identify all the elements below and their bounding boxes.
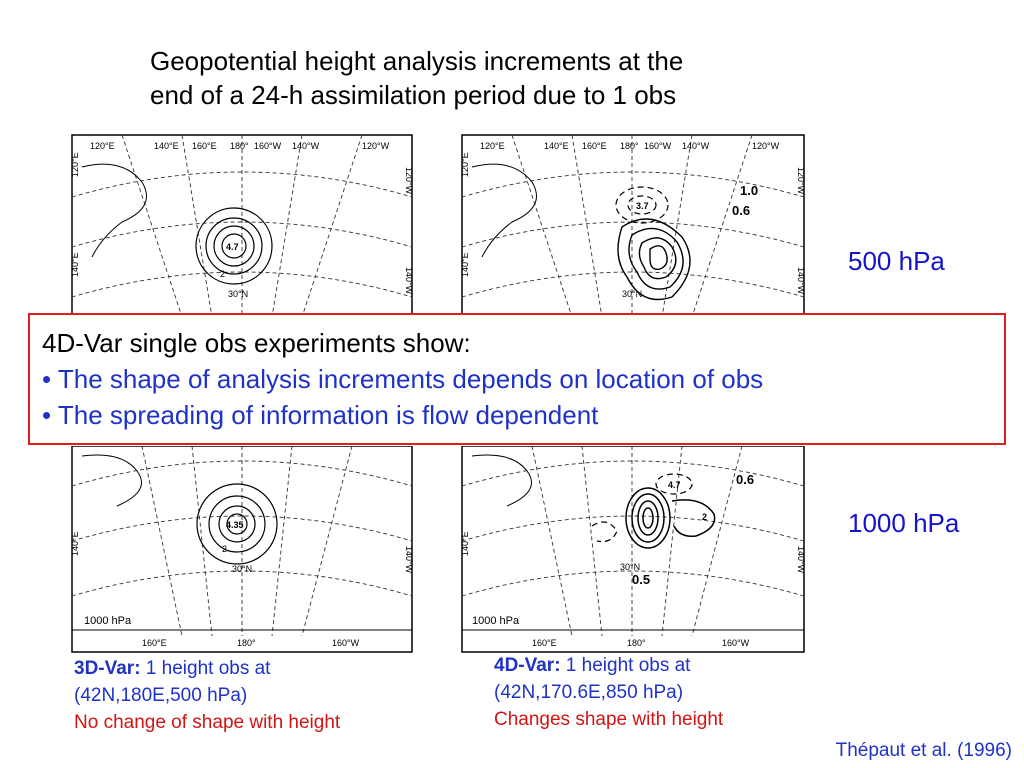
lon-label: 160°W <box>644 141 672 151</box>
reference-citation: Thépaut et al. (1996) <box>835 740 1012 761</box>
lat-side-label: 140°W <box>796 267 806 295</box>
caption-3dvar: 3D-Var: 1 height obs at (42N,180E,500 hP… <box>74 655 340 736</box>
map-4dvar-1000: 4.7 2 0.6 0.5 30°N 140°E 140°W 1000 hPa … <box>452 446 814 654</box>
level-label-500: 500 hPa <box>848 246 945 276</box>
lat-side-label: 140°W <box>796 546 806 574</box>
slide-title: Geopotential height analysis increments … <box>150 44 910 112</box>
lat-side-label: 120°E <box>70 152 80 177</box>
caption-note: No change of shape with height <box>74 712 341 733</box>
lon-label: 160°W <box>254 141 282 151</box>
map-3dvar-500: 4.7 2 30°N 120°E 140°E 160°E 180° 160°W … <box>62 127 422 317</box>
title-line-2: end of a 24-h assimilation period due to… <box>150 80 677 110</box>
lon-label: 120°E <box>90 141 115 151</box>
lon-label: 160°W <box>722 638 750 648</box>
title-line-1: Geopotential height analysis increments … <box>150 46 684 76</box>
lon-label: 120°W <box>362 141 390 151</box>
map-value: 2 <box>702 512 707 522</box>
lat-side-label: 140°E <box>70 531 80 556</box>
lon-label: 140°E <box>544 141 569 151</box>
lat-side-label: 120°W <box>404 167 414 195</box>
caption-4dvar: 4D-Var: 1 height obs at (42N,170.6E,850 … <box>494 652 723 733</box>
lat-side-label: 140°E <box>460 531 470 556</box>
lat-side-label: 120°W <box>796 167 806 195</box>
map-value: 1.0 <box>740 183 758 198</box>
caption-method: 3D-Var: <box>74 658 141 679</box>
lon-label: 180° <box>627 638 646 648</box>
map-value: 4.7 <box>668 480 681 490</box>
map-value-outer: 2 <box>222 544 227 554</box>
lat-side-label: 120°E <box>460 152 470 177</box>
callout-bullet-2: • The spreading of information is flow d… <box>42 400 599 430</box>
panel-level-label: 1000 hPa <box>84 615 132 627</box>
map-3dvar-1000: 4.35 2 30°N 140°E 140°W 1000 hPa 160°E 1… <box>62 446 422 654</box>
caption-text: 1 height obs at <box>560 655 691 676</box>
lat-label: 30°N <box>622 289 642 299</box>
lon-label: 180° <box>230 141 249 151</box>
callout-box: 4D-Var single obs experiments show: • Th… <box>28 313 1006 445</box>
lon-label: 160°E <box>142 638 167 648</box>
lat-label: 30°N <box>232 564 252 574</box>
lon-label: 120°E <box>480 141 505 151</box>
lon-label: 120°W <box>752 141 780 151</box>
lon-label: 160°E <box>192 141 217 151</box>
map-4dvar-500: 3.7 1.0 0.6 30°N 120°E 140°E 160°E 180° … <box>452 127 814 317</box>
callout-heading: 4D-Var single obs experiments show: <box>42 328 471 358</box>
callout-bullet-1: • The shape of analysis increments depen… <box>42 364 764 394</box>
level-label-1000: 1000 hPa <box>848 508 960 538</box>
lon-label: 160°W <box>332 638 360 648</box>
lon-label: 180° <box>237 638 256 648</box>
lat-side-label: 140°E <box>460 252 470 277</box>
map-value-outer: 2 <box>220 269 225 279</box>
lat-side-label: 140°E <box>70 252 80 277</box>
caption-coords: (42N,180E,500 hPa) <box>74 685 248 706</box>
caption-text: 1 height obs at <box>140 658 271 679</box>
lat-side-label: 140°W <box>404 267 414 295</box>
caption-coords: (42N,170.6E,850 hPa) <box>494 682 684 703</box>
lat-label: 30°N <box>620 562 640 572</box>
lat-label: 30°N <box>228 289 248 299</box>
lon-label: 140°E <box>154 141 179 151</box>
lon-label: 160°E <box>532 638 557 648</box>
lon-label: 140°W <box>682 141 710 151</box>
map-value: 0.5 <box>632 572 650 587</box>
lat-side-label: 140°W <box>404 546 414 574</box>
lon-label: 140°W <box>292 141 320 151</box>
lon-label: 160°E <box>582 141 607 151</box>
lon-label: 180° <box>620 141 639 151</box>
caption-method: 4D-Var: <box>494 655 561 676</box>
panel-level-label: 1000 hPa <box>472 615 520 627</box>
map-value: 0.6 <box>736 472 754 487</box>
map-value: 0.6 <box>732 203 750 218</box>
map-value-center: 4.35 <box>226 520 244 530</box>
map-value-center: 4.7 <box>226 242 239 252</box>
caption-note: Changes shape with height <box>494 709 724 730</box>
map-value-neg: 3.7 <box>636 201 649 211</box>
